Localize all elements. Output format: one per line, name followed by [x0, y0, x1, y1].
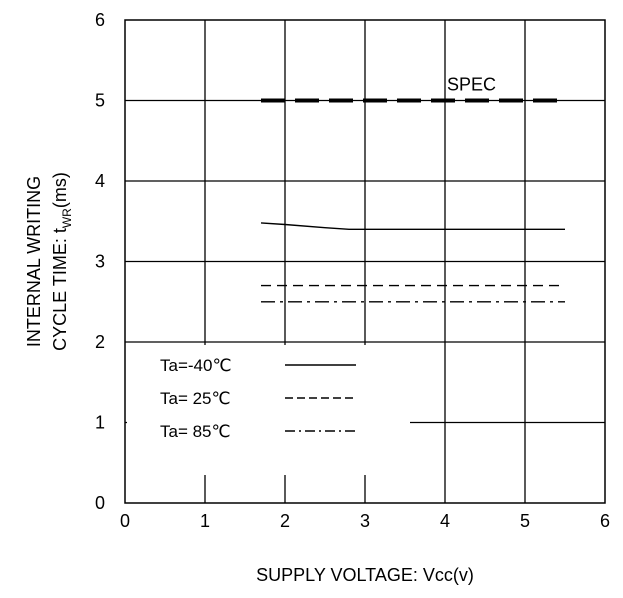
- legend-background: [127, 345, 410, 475]
- y-tick-label: 1: [95, 413, 105, 433]
- plot-border: [124, 19, 606, 504]
- x-tick-label: 4: [440, 511, 450, 531]
- y-tick-label: 4: [95, 171, 105, 191]
- x-tick-label: 6: [600, 511, 610, 531]
- y-tick-label: 5: [95, 91, 105, 111]
- y-tick-label: 2: [95, 332, 105, 352]
- x-axis-title: SUPPLY VOLTAGE: Vcc(v): [256, 565, 474, 585]
- y-axis-title-line2: CYCLE TIME: tWR(ms): [50, 172, 74, 351]
- series-layer: [260, 98, 565, 303]
- legend-label: Ta= 85℃: [160, 422, 231, 441]
- y-tick-label: 3: [95, 252, 105, 272]
- spec-label: SPEC: [447, 75, 496, 95]
- y-axis-title-suffix: (ms): [50, 172, 70, 208]
- series-line: [260, 222, 565, 231]
- legend-label: Ta=-40℃: [160, 356, 232, 375]
- x-tick-label: 2: [280, 511, 290, 531]
- y-axis-title-prefix: CYCLE TIME: t: [50, 228, 70, 351]
- legend: Ta=-40℃ Ta= 25℃ Ta= 85℃: [160, 356, 356, 441]
- y-axis-title-subscript: WR: [60, 208, 74, 228]
- y-tick-label: 6: [95, 10, 105, 30]
- y-axis-title: INTERNAL WRITING CYCLE TIME: tWR(ms): [24, 172, 74, 351]
- legend-label: Ta= 25℃: [160, 389, 231, 408]
- x-tick-label: 1: [200, 511, 210, 531]
- x-tick-label: 5: [520, 511, 530, 531]
- y-axis-title-line1: INTERNAL WRITING: [24, 176, 44, 347]
- x-tick-label: 3: [360, 511, 370, 531]
- tick-labels: 0 1 2 3 4 5 6 0 1 2 3 4 5 6: [95, 10, 610, 531]
- y-tick-label: 0: [95, 493, 105, 513]
- x-tick-label: 0: [120, 511, 130, 531]
